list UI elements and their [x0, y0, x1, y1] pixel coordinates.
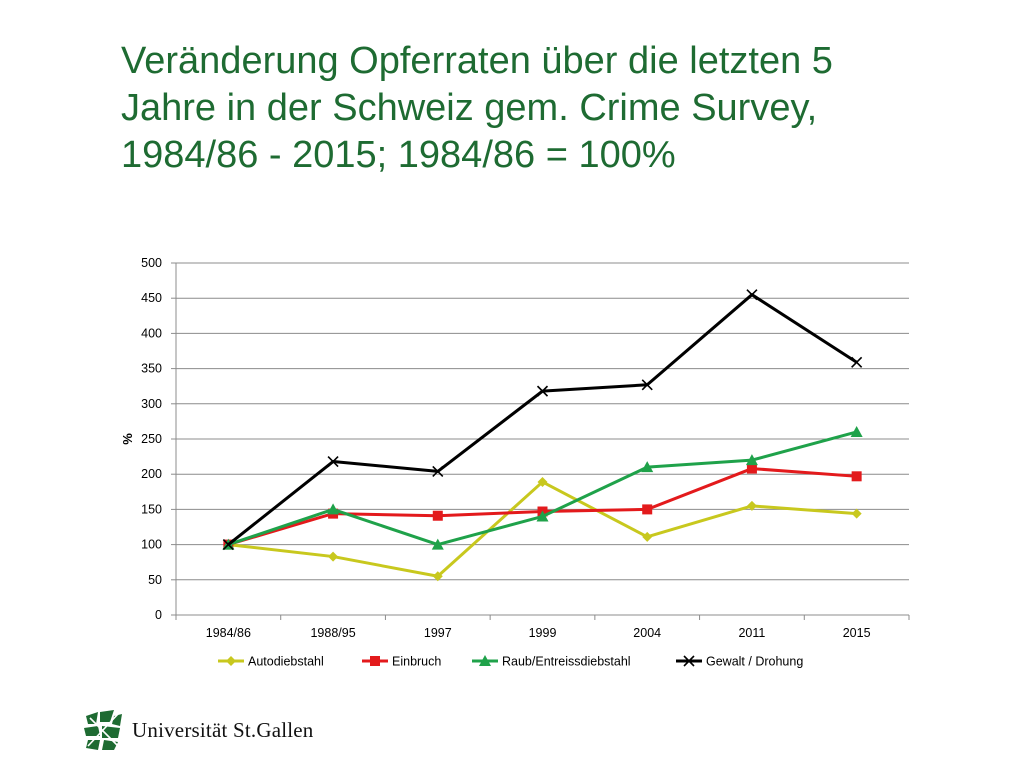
y-tick-label: 300	[141, 397, 162, 411]
legend-marker	[479, 655, 491, 666]
data-point	[222, 539, 234, 551]
university-logo-icon	[84, 710, 122, 750]
line-chart: 0 50 100 150 200 250 300 350 400 450 500 1984/86 198…	[120, 256, 910, 669]
legend: Autodiebstahl Einbruch Raub/Entreissdiebst…	[218, 655, 803, 669]
x-tick-label: 1988/95	[310, 626, 355, 640]
series-raub-entreissdiebstahl	[222, 425, 863, 550]
data-point	[746, 500, 757, 511]
data-point	[746, 289, 758, 301]
legend-item-einbruch: Einbruch	[362, 655, 441, 669]
y-tick-label: 400	[141, 326, 162, 340]
legend-marker	[370, 656, 380, 666]
data-point	[641, 379, 653, 391]
data-point	[431, 538, 444, 550]
legend-label: Einbruch	[392, 655, 441, 669]
gridlines	[176, 262, 909, 616]
series-autodiebstahl	[223, 476, 862, 582]
x-marker-stroke	[851, 356, 863, 368]
data-point	[536, 510, 549, 522]
data-point	[536, 385, 549, 397]
y-tick-label: 500	[141, 256, 162, 270]
data-point	[537, 476, 548, 487]
data-point	[746, 463, 757, 474]
y-tick-label: 0	[155, 608, 162, 622]
y-tick-label: 100	[141, 538, 162, 552]
data-point	[642, 531, 653, 542]
data-point	[641, 461, 654, 473]
y-tick-label: 250	[141, 432, 162, 446]
x-tick-label: 1999	[529, 626, 557, 640]
x-marker-stroke	[536, 385, 549, 397]
legend-item-raub-entreissdiebstahl: Raub/Entreissdiebstahl	[472, 655, 631, 669]
data-point	[432, 510, 443, 521]
series-line	[228, 480, 857, 578]
data-point	[328, 551, 339, 562]
data-point	[642, 504, 653, 515]
data-point	[851, 508, 862, 519]
legend-marker	[683, 655, 695, 667]
data-point	[745, 454, 758, 466]
y-axis-title: %	[120, 433, 135, 445]
legend-marker	[226, 656, 236, 666]
series-lines	[222, 289, 863, 582]
legend-label: Raub/Entreissdiebstahl	[502, 655, 631, 669]
x-marker-stroke	[641, 379, 653, 391]
data-point	[432, 571, 443, 582]
legend-item-autodiebstahl: Autodiebstahl	[218, 655, 324, 669]
x-marker-stroke	[222, 539, 234, 551]
legend-item-gewalt-drohung: Gewalt / Drohung	[676, 655, 803, 669]
data-point	[327, 455, 339, 468]
data-point	[851, 471, 862, 482]
x-tick-label: 1984/86	[206, 626, 251, 640]
title-line-3: 1984/86 - 2015; 1984/86 = 100%	[121, 134, 676, 176]
data-point	[432, 465, 444, 477]
x-marker-stroke	[327, 455, 339, 468]
x-marker-stroke	[432, 465, 444, 477]
university-name: Universität St.Gallen	[132, 717, 314, 742]
legend-label: Autodiebstahl	[248, 655, 324, 669]
y-tick-label: 450	[141, 291, 162, 305]
series-gewalt-drohung	[222, 289, 863, 551]
y-tick-label: 350	[141, 362, 162, 376]
title-line-1: Veränderung Opferraten über die letzten …	[121, 40, 833, 82]
data-point	[851, 356, 863, 368]
university-logo: Universität St.Gallen	[84, 707, 314, 753]
axes: 0 50 100 150 200 250 300 350 400 450 500 1984/86 198…	[120, 256, 910, 640]
x-tick-label: 2015	[843, 626, 871, 640]
data-point	[327, 503, 340, 515]
y-tick-label: 50	[148, 573, 162, 587]
x-tick-label: 1997	[424, 626, 452, 640]
series-line	[227, 430, 858, 547]
title-line-2: Jahre in der Schweiz gem. Crime Survey,	[121, 87, 818, 129]
x-marker-stroke	[746, 289, 758, 301]
y-tick-label: 150	[141, 502, 162, 516]
legend-label: Gewalt / Drohung	[706, 655, 803, 669]
x-tick-label: 2004	[633, 626, 661, 640]
data-point	[850, 425, 863, 437]
y-tick-label: 200	[141, 467, 162, 481]
x-marker-stroke	[683, 655, 695, 667]
slide-title: Veränderung Opferraten über die letzten …	[121, 38, 981, 179]
x-tick-label: 2011	[738, 626, 765, 640]
